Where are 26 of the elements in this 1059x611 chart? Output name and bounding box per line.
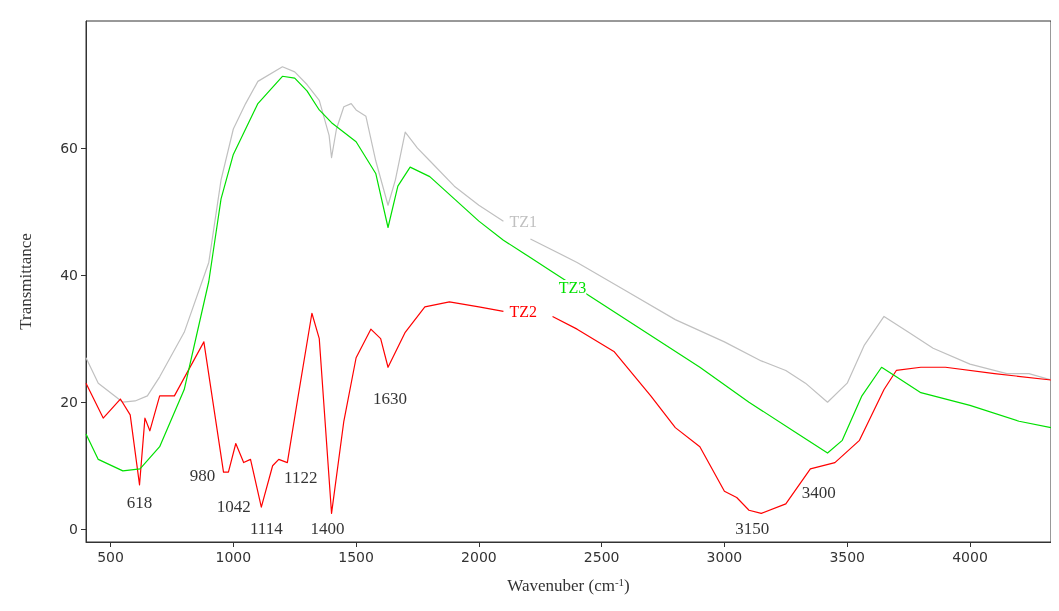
annotation: 618 <box>126 493 153 513</box>
line-series <box>85 75 1051 472</box>
y-tick-label: 60 <box>60 140 78 157</box>
y-tick-label: 20 <box>60 394 78 411</box>
annotation: 3150 <box>735 518 770 538</box>
x-tick-label: 3500 <box>829 549 866 565</box>
y-tick-label: 40 <box>60 267 78 284</box>
x-tick-label: 1500 <box>338 549 374 565</box>
annotation: 1042 <box>216 497 251 517</box>
x-tick-label: 500 <box>97 549 124 565</box>
annotation: 3400 <box>801 483 836 503</box>
y-axis-title: Transmittance <box>16 233 35 330</box>
annotation: 1114 <box>249 518 284 538</box>
series-label: TZ2 <box>509 302 537 320</box>
annotation: 1630 <box>373 388 408 408</box>
annotation: 980 <box>189 465 216 485</box>
x-tick-label: 2000 <box>461 549 497 565</box>
x-tick-label: 4000 <box>952 549 988 565</box>
annotation: 1122 <box>284 467 318 487</box>
x-tick-label: 1000 <box>215 549 252 565</box>
series-label: TZ1 <box>509 212 537 230</box>
y-tick-label: 0 <box>69 521 78 538</box>
series-label: TZ3 <box>558 279 587 297</box>
x-tick-label: 2500 <box>583 549 620 565</box>
x-tick-label: 3000 <box>706 549 743 565</box>
annotation: 1400 <box>310 518 345 538</box>
